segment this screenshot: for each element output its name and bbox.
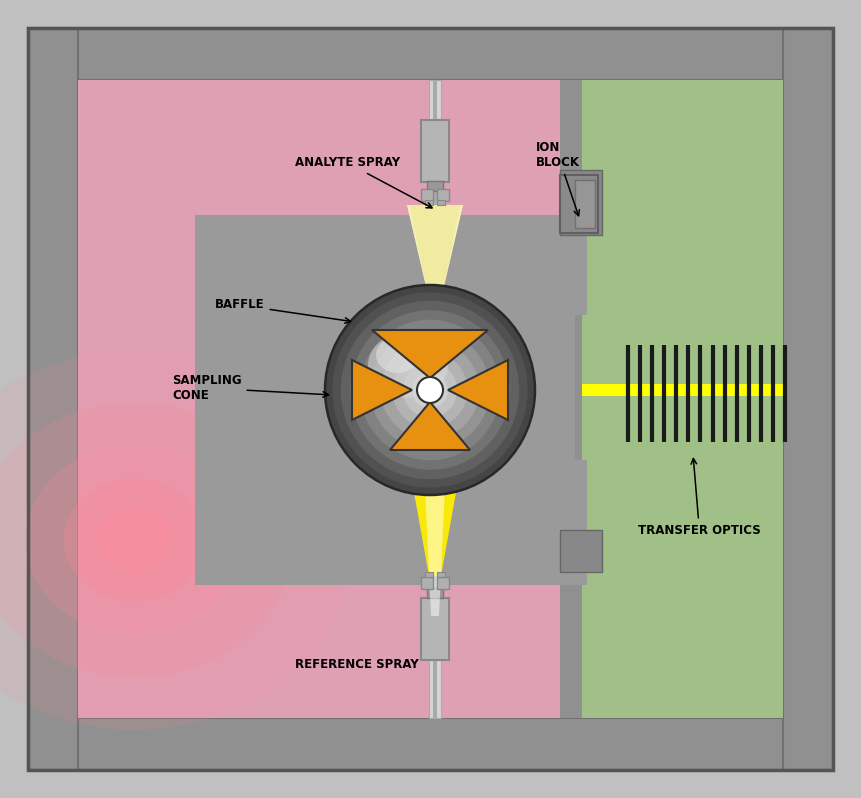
Circle shape: [370, 330, 490, 450]
Bar: [437, 200, 445, 205]
Circle shape: [325, 285, 535, 495]
Polygon shape: [372, 330, 488, 378]
Circle shape: [393, 352, 468, 428]
Bar: [427, 588, 443, 598]
Bar: [78, 80, 783, 718]
Bar: [28, 28, 78, 770]
Bar: [437, 189, 449, 201]
Ellipse shape: [96, 507, 174, 573]
Bar: [427, 181, 443, 191]
Text: ANALYTE SPRAY: ANALYTE SPRAY: [295, 156, 432, 208]
Bar: [433, 80, 437, 718]
Bar: [421, 598, 449, 660]
Text: TRANSFER OPTICS: TRANSFER OPTICS: [638, 459, 761, 536]
Polygon shape: [413, 487, 457, 576]
Text: REFERENCE SPRAY: REFERENCE SPRAY: [295, 658, 418, 671]
Circle shape: [417, 377, 443, 403]
Bar: [560, 175, 598, 233]
Bar: [575, 460, 587, 585]
Circle shape: [332, 292, 528, 488]
Text: BAFFLE: BAFFLE: [215, 298, 350, 323]
Ellipse shape: [25, 445, 245, 635]
Polygon shape: [390, 402, 470, 450]
Polygon shape: [410, 205, 460, 295]
Circle shape: [381, 341, 480, 440]
Polygon shape: [407, 205, 463, 295]
Bar: [421, 189, 433, 201]
Bar: [437, 572, 445, 577]
Polygon shape: [425, 487, 445, 616]
Bar: [560, 80, 582, 718]
Bar: [582, 384, 783, 396]
Bar: [437, 577, 449, 589]
Circle shape: [341, 301, 519, 480]
Bar: [28, 28, 833, 80]
Ellipse shape: [376, 337, 420, 373]
Bar: [575, 215, 587, 315]
Circle shape: [412, 372, 448, 408]
Polygon shape: [352, 360, 412, 420]
Ellipse shape: [0, 402, 294, 678]
Ellipse shape: [64, 478, 207, 602]
Bar: [421, 577, 433, 589]
Circle shape: [350, 310, 510, 470]
Bar: [28, 718, 833, 770]
Circle shape: [360, 320, 500, 460]
Bar: [783, 28, 833, 770]
Bar: [195, 215, 575, 585]
Bar: [429, 80, 441, 718]
Bar: [575, 180, 595, 228]
Bar: [425, 572, 433, 577]
Bar: [568, 80, 783, 718]
Bar: [560, 530, 602, 572]
Bar: [421, 120, 449, 182]
Circle shape: [403, 363, 457, 417]
Text: SAMPLING
CONE: SAMPLING CONE: [172, 374, 329, 402]
Ellipse shape: [0, 350, 355, 730]
Ellipse shape: [368, 333, 448, 397]
Polygon shape: [448, 360, 508, 420]
Text: ION
BLOCK: ION BLOCK: [536, 141, 580, 215]
Bar: [560, 170, 602, 235]
Bar: [425, 200, 433, 205]
Polygon shape: [407, 205, 463, 295]
